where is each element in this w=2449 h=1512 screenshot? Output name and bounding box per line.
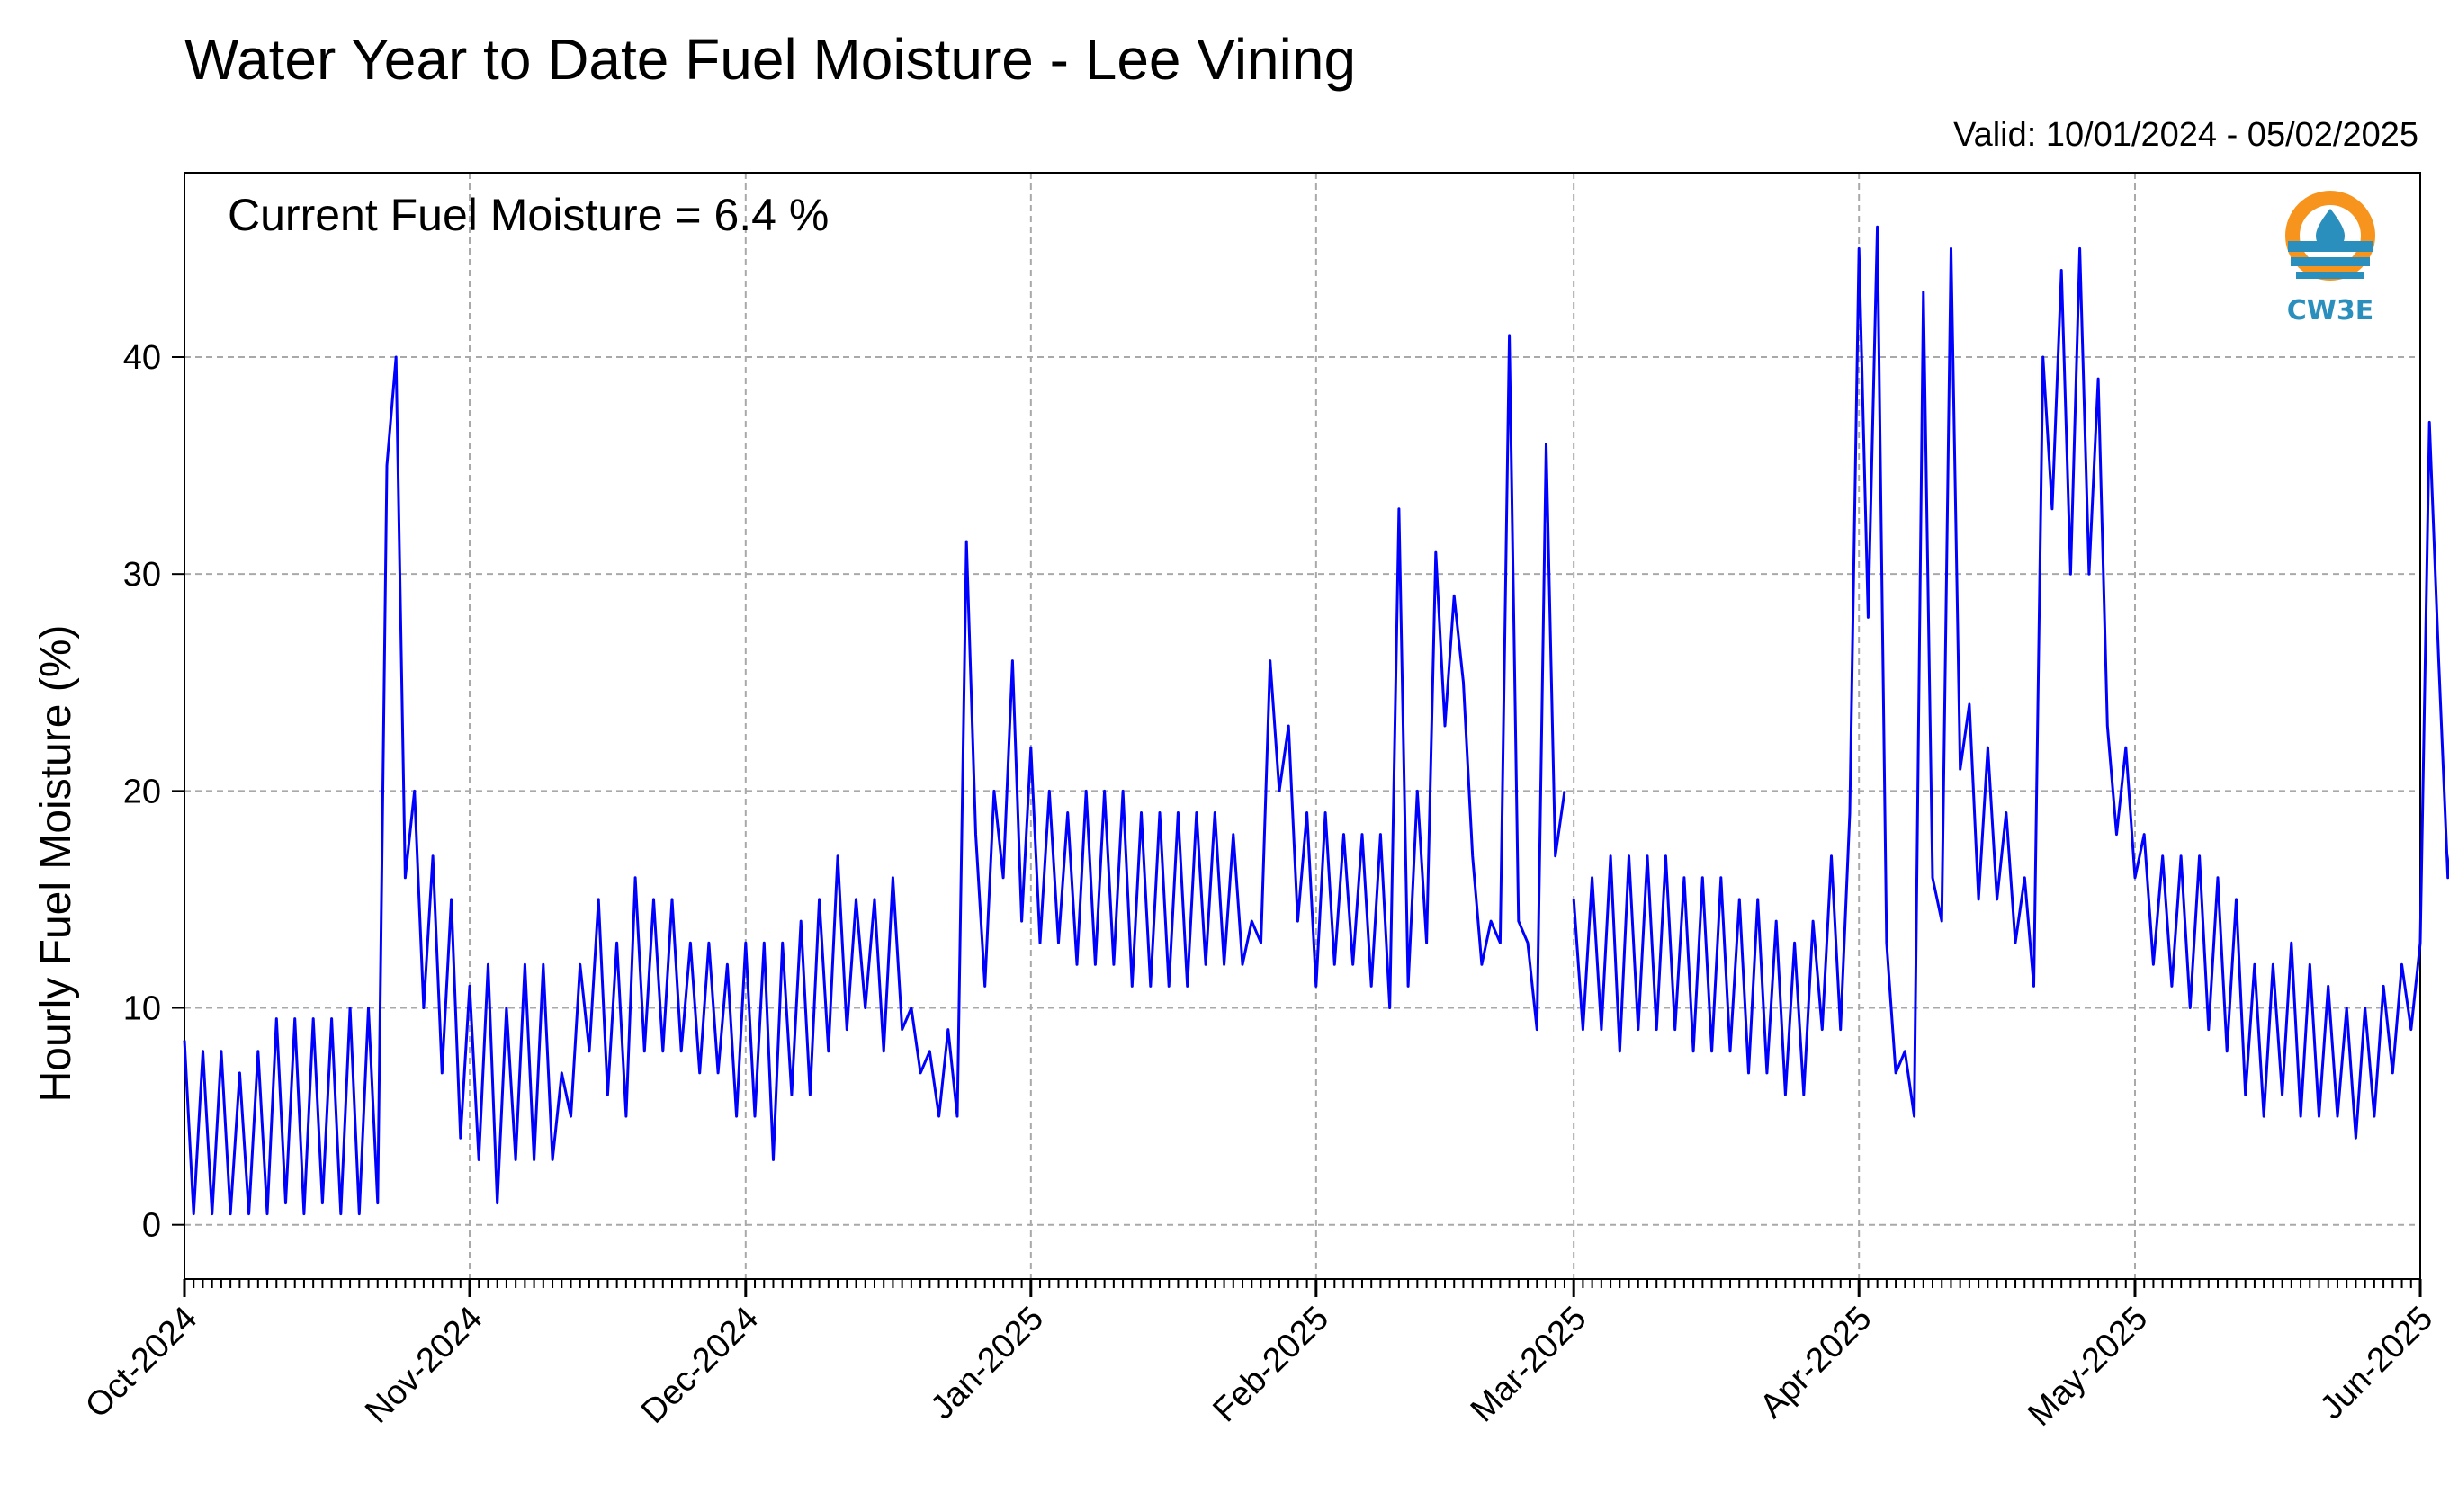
plot-frame [184, 172, 2421, 1280]
y-tick-label: 20 [123, 773, 161, 810]
series-segment [1572, 225, 2449, 1140]
y-axis-label: Hourly Fuel Moisture (%) [32, 625, 80, 1103]
logo-text: CW3E [2287, 295, 2373, 327]
water-drop-icon [2316, 209, 2345, 248]
y-tick-label: 10 [123, 990, 161, 1028]
y-tick-label: 30 [123, 556, 161, 594]
logo-wave-band-2 [2291, 257, 2370, 266]
y-axis-ticks: 0 10 20 30 40 [123, 339, 184, 1245]
current-fuel-moisture-annotation: Current Fuel Moisture = 6.4 % [228, 190, 829, 240]
chart-title: Water Year to Date Fuel Moisture - Lee V… [184, 27, 1356, 92]
plot-border [184, 172, 2421, 1280]
gridlines [184, 173, 2420, 1279]
y-tick-label: 0 [142, 1207, 161, 1245]
y-tick-label: 40 [123, 339, 161, 377]
series-segment [183, 334, 1566, 1216]
logo-wave-band-3 [2296, 272, 2364, 279]
valid-date-range: Valid: 10/01/2024 - 05/02/2025 [1953, 116, 2418, 154]
series-lines [183, 225, 2449, 1216]
cw3e-logo: CW3E [2285, 191, 2375, 327]
